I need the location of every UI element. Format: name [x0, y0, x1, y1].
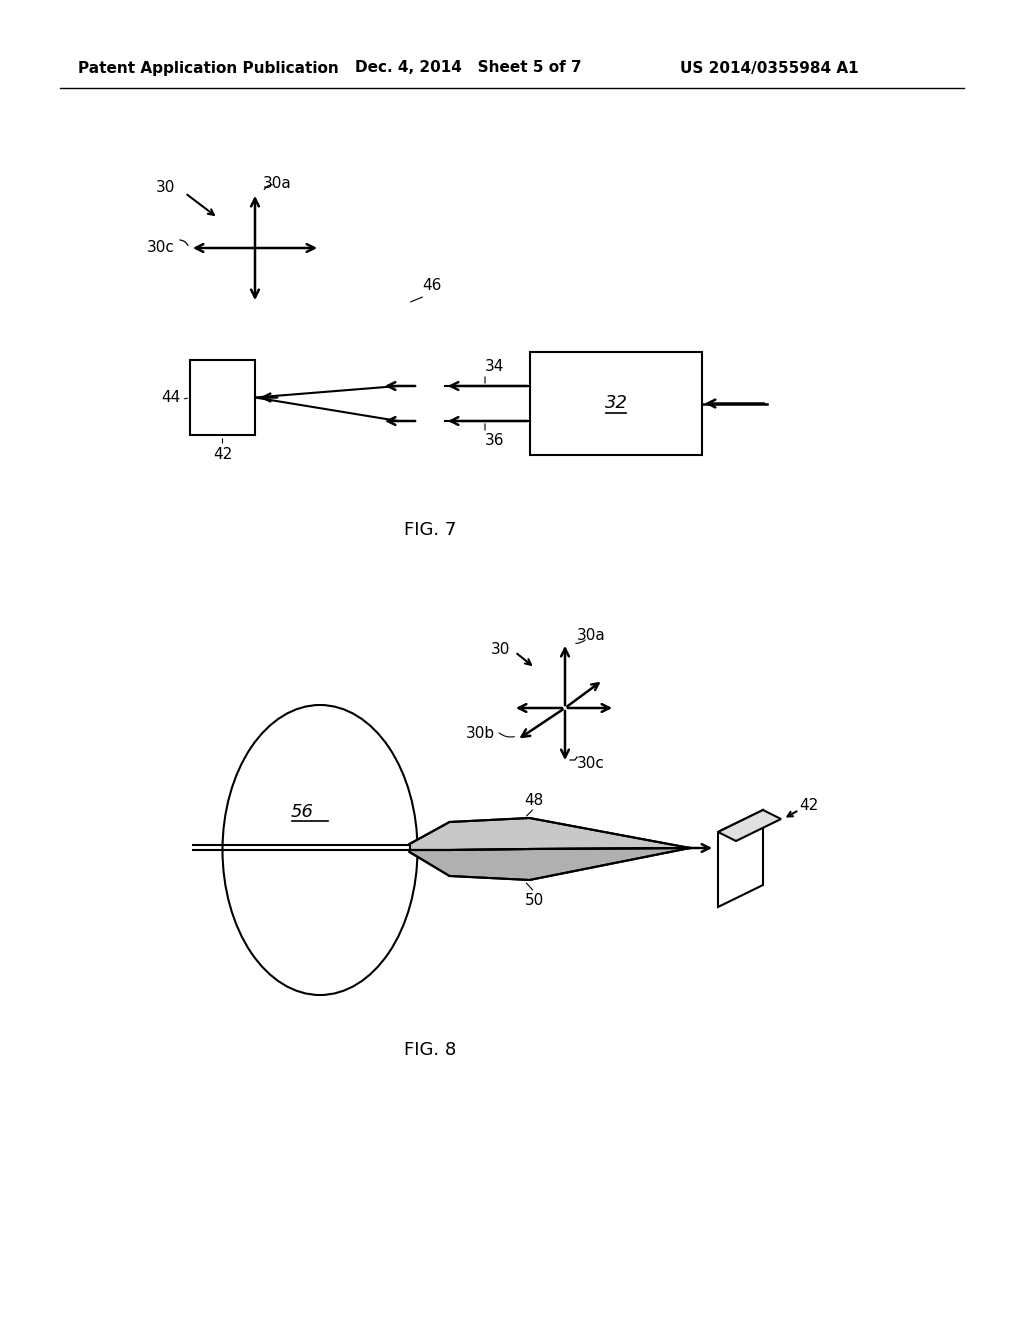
Polygon shape [718, 810, 763, 907]
Text: 42: 42 [213, 447, 232, 462]
Text: US 2014/0355984 A1: US 2014/0355984 A1 [680, 61, 859, 75]
Polygon shape [410, 818, 690, 850]
Polygon shape [410, 847, 690, 880]
Text: 42: 42 [799, 797, 818, 813]
Text: 30: 30 [156, 181, 175, 195]
Text: 30a: 30a [577, 628, 606, 644]
Polygon shape [718, 810, 781, 841]
Text: 48: 48 [524, 793, 544, 808]
Text: 46: 46 [422, 279, 441, 293]
Text: 30c: 30c [147, 240, 175, 256]
Text: 30a: 30a [263, 176, 292, 190]
Text: FIG. 8: FIG. 8 [403, 1041, 456, 1059]
Text: 30c: 30c [577, 755, 605, 771]
Text: 56: 56 [291, 803, 313, 821]
Text: 34: 34 [485, 359, 505, 374]
Text: Dec. 4, 2014   Sheet 5 of 7: Dec. 4, 2014 Sheet 5 of 7 [355, 61, 582, 75]
Text: 36: 36 [485, 433, 505, 447]
Bar [190, 360, 255, 436]
Text: 50: 50 [524, 894, 544, 908]
Text: 44: 44 [161, 389, 180, 405]
Text: 30: 30 [490, 643, 510, 657]
Text: Patent Application Publication: Patent Application Publication [78, 61, 339, 75]
Bar [530, 352, 702, 455]
Ellipse shape [222, 705, 418, 995]
Text: 30b: 30b [466, 726, 495, 741]
Text: 32: 32 [604, 395, 628, 412]
Text: FIG. 7: FIG. 7 [403, 521, 456, 539]
